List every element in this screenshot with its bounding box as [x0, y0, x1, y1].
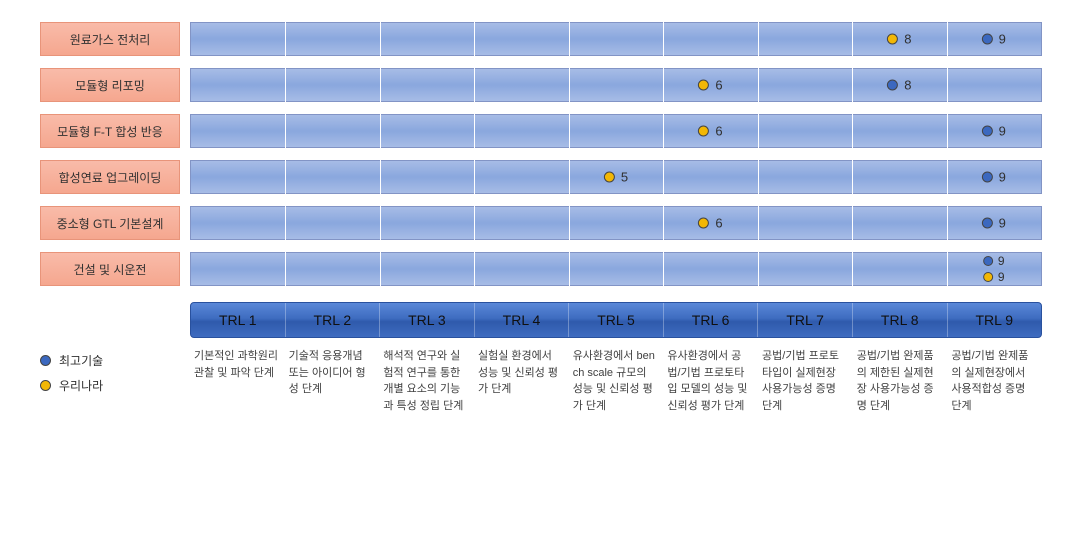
desc-row: 최고기술 우리나라 기본적인 과학원리 관찰 및 파악 단계기술적 응용개념 또…	[40, 348, 1042, 414]
marker-value: 5	[621, 170, 628, 185]
best-dot-icon	[982, 126, 993, 137]
trl-row: 건설 및 시운전 99	[40, 250, 1042, 288]
trl-chart: 원료가스 전처리89모듈형 리포밍68모듈형 F-T 합성 반응69합성연료 업…	[40, 20, 1042, 414]
axis-label: TRL 4	[475, 303, 570, 337]
axis-label: TRL 8	[853, 303, 948, 337]
korea-dot-icon	[698, 80, 709, 91]
trl-description: 공법/기법 완제품의 제한된 실제현장 사용가능성 증명 단계	[853, 348, 948, 414]
marker-value: 9	[999, 124, 1006, 139]
desc-cells: 기본적인 과학원리 관찰 및 파악 단계기술적 응용개념 또는 아이디어 형성 …	[190, 348, 1042, 414]
legend-korea-label: 우리나라	[59, 377, 103, 394]
axis-label: TRL 3	[380, 303, 475, 337]
marker-value: 9	[999, 216, 1006, 231]
korea-dot-icon	[604, 172, 615, 183]
marker: 6	[698, 124, 722, 139]
trl-description: 기본적인 과학원리 관찰 및 파악 단계	[190, 348, 285, 414]
row-bar: 69	[190, 206, 1042, 240]
marker-value: 9	[999, 32, 1006, 47]
rows-area: 원료가스 전처리89모듈형 리포밍68모듈형 F-T 합성 반응69합성연료 업…	[40, 20, 1042, 288]
legend: 최고기술 우리나라	[40, 348, 190, 414]
row-label: 모듈형 리포밍	[40, 68, 180, 102]
trl-row: 모듈형 리포밍68	[40, 66, 1042, 104]
row-bar: 68	[190, 68, 1042, 102]
trl-row: 중소형 GTL 기본설계69	[40, 204, 1042, 242]
axis-label: TRL 7	[758, 303, 853, 337]
best-dot-icon	[982, 172, 993, 183]
row-label: 모듈형 F-T 합성 반응	[40, 114, 180, 148]
marker-value: 6	[715, 78, 722, 93]
marker-value: 8	[904, 32, 911, 47]
marker: 9	[982, 32, 1006, 47]
axis-scale: TRL 1TRL 2TRL 3TRL 4TRL 5TRL 6TRL 7TRL 8…	[190, 302, 1042, 338]
marker-stacked: 99	[983, 253, 1005, 285]
trl-row: 모듈형 F-T 합성 반응69	[40, 112, 1042, 150]
trl-description: 유사환경에서 공법/기법 프로토타입 모델의 성능 및 신뢰성 평가 단계	[663, 348, 758, 414]
korea-dot-icon	[698, 218, 709, 229]
axis-label: TRL 1	[191, 303, 286, 337]
marker: 9	[982, 124, 1006, 139]
marker-value: 9	[999, 170, 1006, 185]
trl-description: 해석적 연구와 실험적 연구를 통한 개별 요소의 기능과 특성 정립 단계	[379, 348, 474, 414]
row-bar: 89	[190, 22, 1042, 56]
row-bar: 99	[190, 252, 1042, 286]
marker: 5	[604, 170, 628, 185]
best-dot-icon	[887, 80, 898, 91]
row-label: 원료가스 전처리	[40, 22, 180, 56]
trl-description: 공법/기법 프로토타입이 실제현장 사용가능성 증명 단계	[758, 348, 853, 414]
marker: 9	[982, 170, 1006, 185]
row-label: 합성연료 업그레이딩	[40, 160, 180, 194]
korea-dot-icon	[698, 126, 709, 137]
row-bar: 69	[190, 114, 1042, 148]
legend-best-dot	[40, 355, 51, 366]
marker: 6	[698, 216, 722, 231]
axis-label: TRL 2	[286, 303, 381, 337]
marker: 6	[698, 78, 722, 93]
marker-value: 6	[715, 124, 722, 139]
legend-korea: 우리나라	[40, 377, 190, 394]
axis-row: TRL 1TRL 2TRL 3TRL 4TRL 5TRL 6TRL 7TRL 8…	[40, 302, 1042, 338]
axis-label: TRL 6	[664, 303, 759, 337]
legend-korea-dot	[40, 380, 51, 391]
row-bar: 59	[190, 160, 1042, 194]
trl-description: 실험실 환경에서 성능 및 신뢰성 평가 단계	[474, 348, 569, 414]
best-dot-icon	[982, 34, 993, 45]
marker-value: 8	[904, 78, 911, 93]
trl-description: 공법/기법 완제품의 실제현장에서 사용적합성 증명 단계	[947, 348, 1042, 414]
axis-label: TRL 5	[569, 303, 664, 337]
marker: 8	[887, 32, 911, 47]
row-label: 중소형 GTL 기본설계	[40, 206, 180, 240]
marker-value: 6	[715, 216, 722, 231]
trl-description: 기술적 응용개념 또는 아이디어 형성 단계	[285, 348, 380, 414]
korea-dot-icon	[887, 34, 898, 45]
marker: 8	[887, 78, 911, 93]
trl-description: 유사환경에서 bench scale 규모의 성능 및 신뢰성 평가 단계	[569, 348, 664, 414]
trl-row: 합성연료 업그레이딩59	[40, 158, 1042, 196]
best-dot-icon	[982, 218, 993, 229]
marker: 9	[982, 216, 1006, 231]
legend-best: 최고기술	[40, 352, 190, 369]
trl-row: 원료가스 전처리89	[40, 20, 1042, 58]
axis-label: TRL 9	[948, 303, 1042, 337]
row-label: 건설 및 시운전	[40, 252, 180, 286]
legend-best-label: 최고기술	[59, 352, 103, 369]
